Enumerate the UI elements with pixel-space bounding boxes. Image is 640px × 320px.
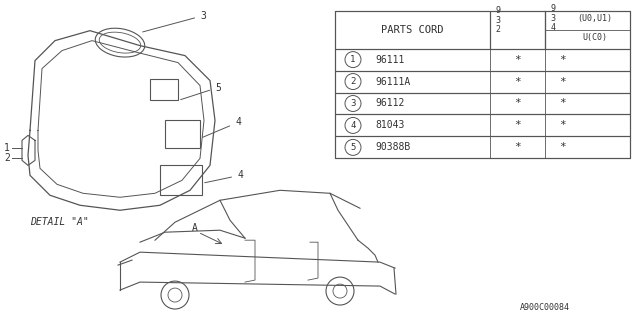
Text: DETAIL "A": DETAIL "A" [30,217,89,227]
Text: *: * [559,142,566,152]
Bar [335,11,630,158]
Text: 3: 3 [143,11,206,32]
Bar [165,120,200,148]
Text: 5: 5 [350,143,356,152]
Bar [335,92,630,115]
Text: U(C0): U(C0) [582,33,607,42]
Text: *: * [514,142,521,152]
Text: 81043: 81043 [375,120,404,131]
Text: *: * [559,76,566,86]
Text: 3: 3 [350,99,356,108]
Bar [150,78,178,100]
Text: 2: 2 [4,153,10,164]
Text: 9
3
2: 9 3 2 [495,6,500,34]
Bar [335,136,630,158]
Text: (U0,U1): (U0,U1) [577,14,612,23]
Bar [545,11,630,49]
Text: 1: 1 [350,55,356,64]
Text: 5: 5 [180,83,221,100]
Text: *: * [514,76,521,86]
Text: *: * [559,99,566,108]
Text: 96112: 96112 [375,99,404,108]
Text: 4: 4 [350,121,356,130]
Text: 96111A: 96111A [375,76,410,86]
Text: 2: 2 [350,77,356,86]
Text: *: * [514,120,521,131]
Text: *: * [514,99,521,108]
Bar [335,49,630,71]
Text: *: * [514,55,521,65]
Bar [335,115,630,136]
Bar [335,71,630,92]
Bar [335,11,490,49]
Text: 90388B: 90388B [375,142,410,152]
Text: 1: 1 [4,143,10,153]
Text: 4: 4 [202,117,241,137]
Bar [490,11,545,49]
Text: A: A [192,223,198,233]
Text: 4: 4 [205,170,243,183]
Text: *: * [559,55,566,65]
Text: *: * [559,120,566,131]
Bar [160,165,202,195]
Text: A900C00084: A900C00084 [520,303,570,312]
Text: 9
3
4: 9 3 4 [550,4,556,32]
Text: PARTS CORD: PARTS CORD [381,25,444,35]
Text: 96111: 96111 [375,55,404,65]
